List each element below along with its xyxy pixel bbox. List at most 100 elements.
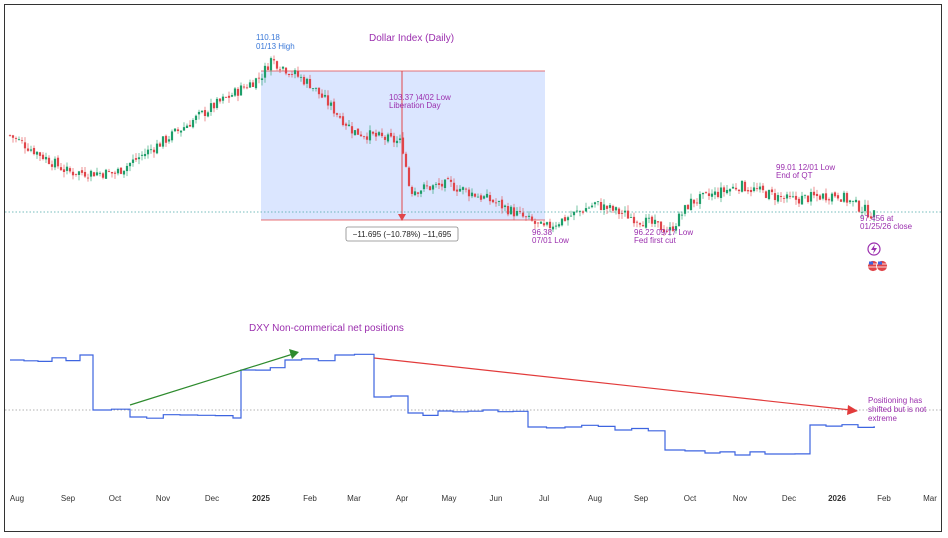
candle-body — [287, 74, 291, 76]
candle-body — [38, 152, 42, 156]
candle-body — [134, 158, 138, 160]
candle-body — [50, 164, 54, 167]
candle-body — [260, 78, 264, 80]
annotation-high-date: 01/13 High — [256, 42, 295, 51]
candle-body — [323, 94, 327, 97]
candle-body — [428, 186, 432, 191]
candle-body — [431, 185, 435, 190]
candle-body — [389, 132, 393, 137]
candle-body — [596, 201, 600, 203]
candle-body — [749, 189, 753, 193]
measure-label-box — [345, 226, 459, 242]
candle-body — [704, 192, 708, 193]
annotation-liberation-value: 103.37 )4/02 Low — [389, 93, 451, 102]
candle-body — [359, 134, 363, 137]
x-tick-sep-1: Sep — [61, 494, 76, 503]
measure-label: −11.695 (−10.78%) −11,695 — [353, 230, 452, 239]
candle-body — [170, 131, 174, 141]
candle-body — [140, 154, 144, 156]
candle-body — [758, 186, 762, 190]
candle-body — [740, 180, 744, 192]
x-tick-oct-2: Oct — [109, 494, 122, 503]
candle-body — [506, 206, 510, 215]
candle-body — [641, 225, 645, 227]
candle-body — [275, 61, 279, 69]
us-flag-icon[interactable] — [867, 260, 879, 272]
candle-body — [827, 199, 831, 201]
candle-body — [236, 88, 240, 96]
candle-body — [464, 188, 468, 190]
candle-body — [785, 194, 789, 199]
candle-body — [392, 135, 396, 143]
candle-body — [44, 156, 48, 160]
candle-body — [110, 171, 114, 174]
candle-body — [83, 171, 87, 177]
candle-body — [149, 149, 153, 151]
candle-body — [407, 167, 411, 186]
candle-body — [572, 211, 576, 216]
candle-body — [86, 177, 90, 179]
candle-body — [47, 157, 51, 164]
lightning-icon[interactable] — [867, 242, 881, 256]
candle-body — [269, 58, 273, 71]
candle-body — [698, 194, 702, 204]
candle-body — [227, 95, 231, 98]
candle-body — [518, 210, 522, 212]
candle-body — [806, 195, 810, 202]
candle-body — [26, 148, 30, 151]
candle-body — [35, 151, 39, 155]
candle-body — [443, 179, 447, 189]
x-axis-months: Aug Sep Oct Nov Dec 2025 Feb Mar Apr May Jun Jul Aug… — [10, 494, 937, 503]
x-tick-dec-16: Dec — [782, 494, 796, 503]
candle-body — [416, 192, 420, 194]
candle-body — [665, 230, 669, 232]
candle-body — [56, 157, 60, 167]
candle-body — [167, 139, 171, 142]
candle-body — [194, 115, 198, 120]
candle-body — [20, 140, 24, 142]
candle-body — [812, 191, 816, 196]
candle-body — [284, 67, 288, 74]
candle-body — [242, 86, 246, 88]
candle-body — [437, 183, 441, 185]
candle-body — [620, 213, 624, 214]
candle-body — [386, 134, 390, 142]
candle-body — [686, 204, 690, 210]
candle-body — [722, 187, 726, 193]
candle-body — [302, 76, 306, 85]
candle-body — [206, 112, 210, 117]
candle-body — [497, 200, 501, 202]
candle-body — [692, 199, 696, 204]
candle-body — [23, 142, 27, 149]
us-flag-icon-secondary[interactable] — [876, 260, 888, 272]
candle-body — [860, 211, 864, 213]
candle-body — [815, 193, 819, 197]
candle-body — [173, 128, 177, 132]
candle-body — [233, 88, 237, 96]
candle-body — [842, 192, 846, 202]
candle-body — [413, 191, 417, 196]
candle-body — [248, 82, 252, 88]
candle-body — [476, 196, 480, 198]
candle-body — [29, 149, 33, 151]
candle-body — [68, 168, 72, 172]
candle-body — [98, 172, 102, 174]
x-tick-nov-3: Nov — [156, 494, 170, 503]
top-chart-title: Dollar Index (Daily) — [369, 33, 454, 44]
candle-body — [743, 181, 747, 192]
candle-body — [131, 159, 135, 163]
annotation-fed-cut-label: Fed first cut — [634, 236, 677, 245]
candle-body — [707, 193, 711, 196]
candle-body — [797, 198, 801, 204]
x-tick-mar-7: Mar — [347, 494, 361, 503]
candle-body — [212, 102, 216, 109]
x-tick-may-9: May — [441, 494, 456, 503]
candle-body — [581, 211, 585, 213]
candle-body — [380, 132, 384, 137]
candle-body — [401, 137, 405, 154]
measure-arrowhead — [398, 214, 406, 221]
candle-body — [569, 215, 573, 217]
candle-body — [116, 168, 120, 174]
candle-body — [356, 128, 360, 135]
candle-body — [113, 172, 117, 174]
